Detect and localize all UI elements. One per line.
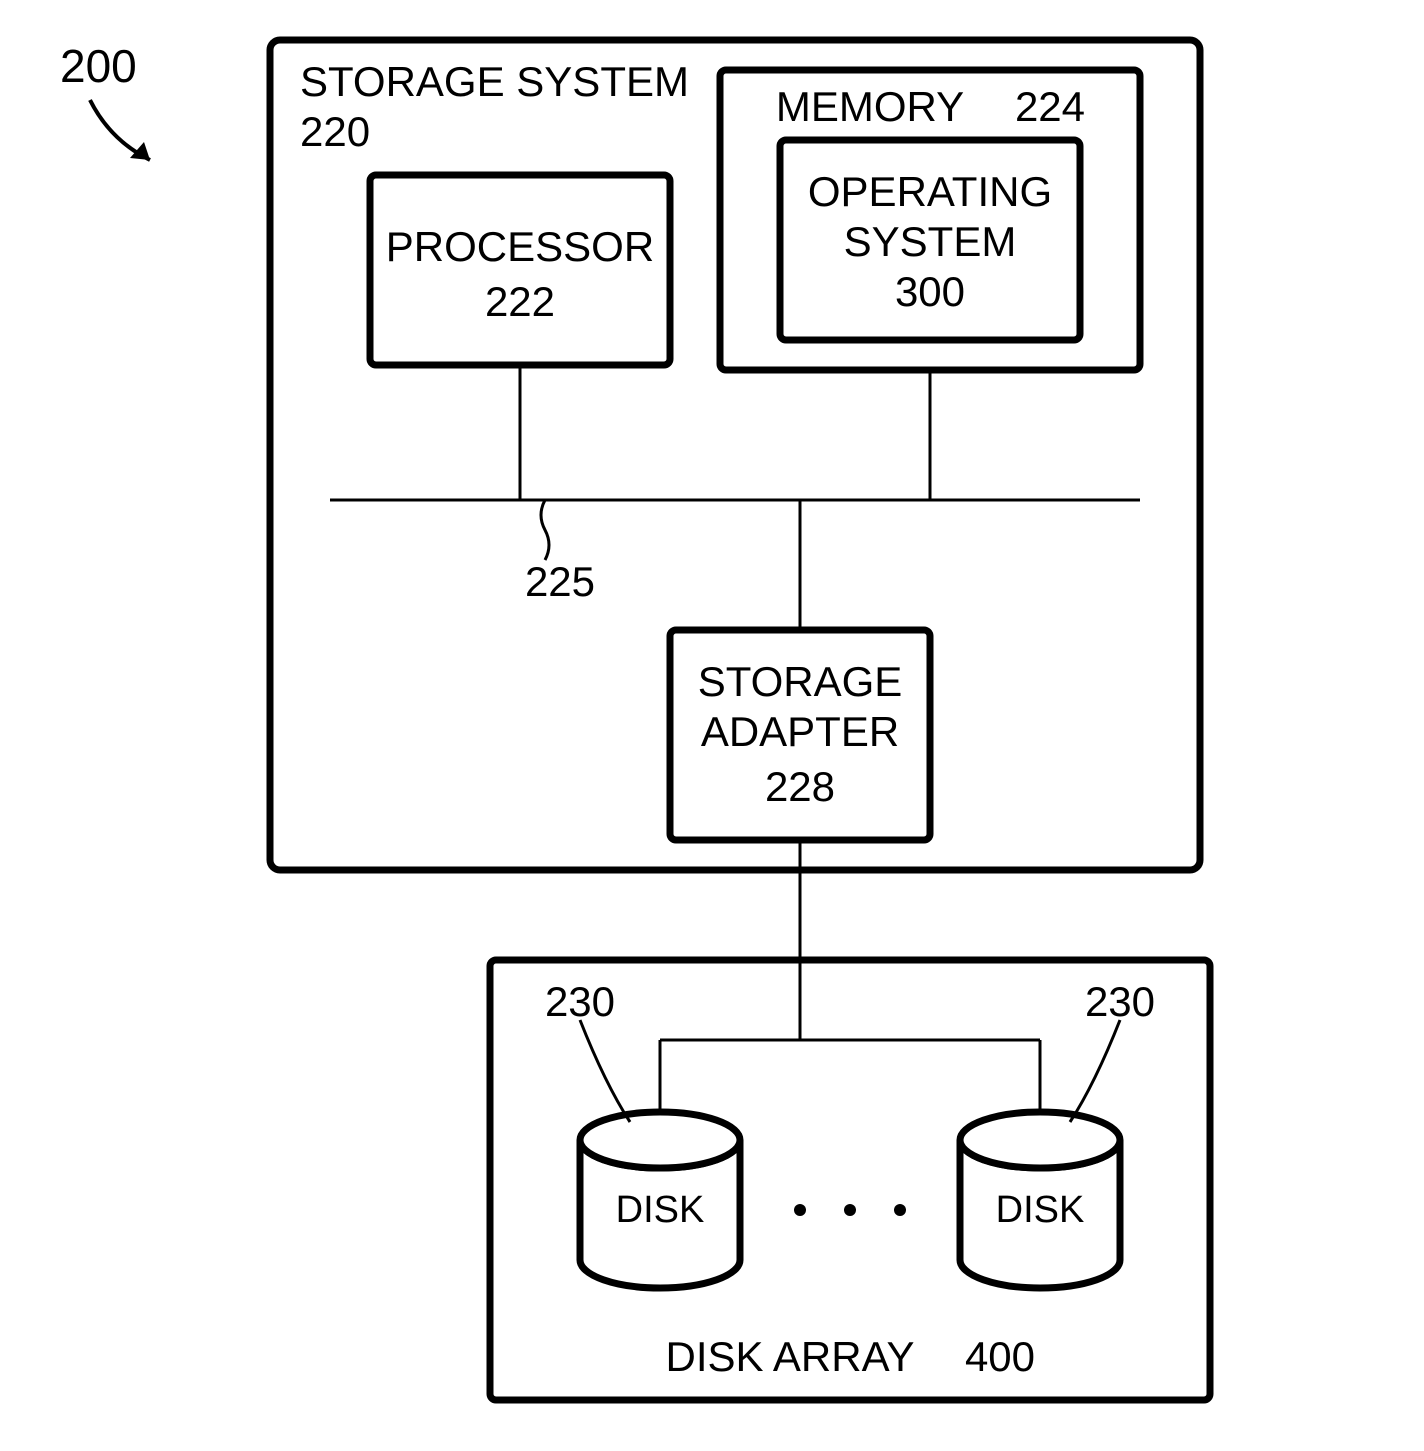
disk-2-top — [960, 1112, 1120, 1168]
operating-system-title-1: OPERATING — [808, 168, 1052, 215]
figure-ref: 200 — [60, 40, 150, 160]
memory-title: MEMORY — [776, 83, 964, 130]
disk-array-ref: 400 — [965, 1333, 1035, 1380]
disk-ellipsis-dot-2 — [894, 1204, 906, 1216]
disk-1-ref-label: 230 — [545, 978, 615, 1025]
disk-1-top — [580, 1112, 740, 1168]
disk-array-title: DISK ARRAY — [666, 1333, 915, 1380]
disk-1: DISK — [580, 1112, 740, 1288]
operating-system-title-2: SYSTEM — [844, 218, 1017, 265]
storage-adapter-title-1: STORAGE — [698, 658, 903, 705]
disk-2: DISK — [960, 1112, 1120, 1288]
figure-ref-label: 200 — [60, 40, 137, 92]
processor-ref: 222 — [485, 278, 555, 325]
storage-system-title: STORAGE SYSTEM — [300, 58, 689, 105]
processor-title: PROCESSOR — [386, 223, 654, 270]
storage-system-ref: 220 — [300, 108, 370, 155]
disk-1-label: DISK — [616, 1189, 705, 1231]
disk-2-ref-label: 230 — [1085, 978, 1155, 1025]
disk-ellipsis-dot-0 — [794, 1204, 806, 1216]
disk-2-label: DISK — [996, 1189, 1085, 1231]
bus-ref: 225 — [525, 558, 595, 605]
memory-ref: 224 — [1015, 83, 1085, 130]
storage-adapter-title-2: ADAPTER — [701, 708, 899, 755]
storage-adapter-ref: 228 — [765, 763, 835, 810]
disk-ellipsis-dot-1 — [844, 1204, 856, 1216]
operating-system-ref: 300 — [895, 268, 965, 315]
